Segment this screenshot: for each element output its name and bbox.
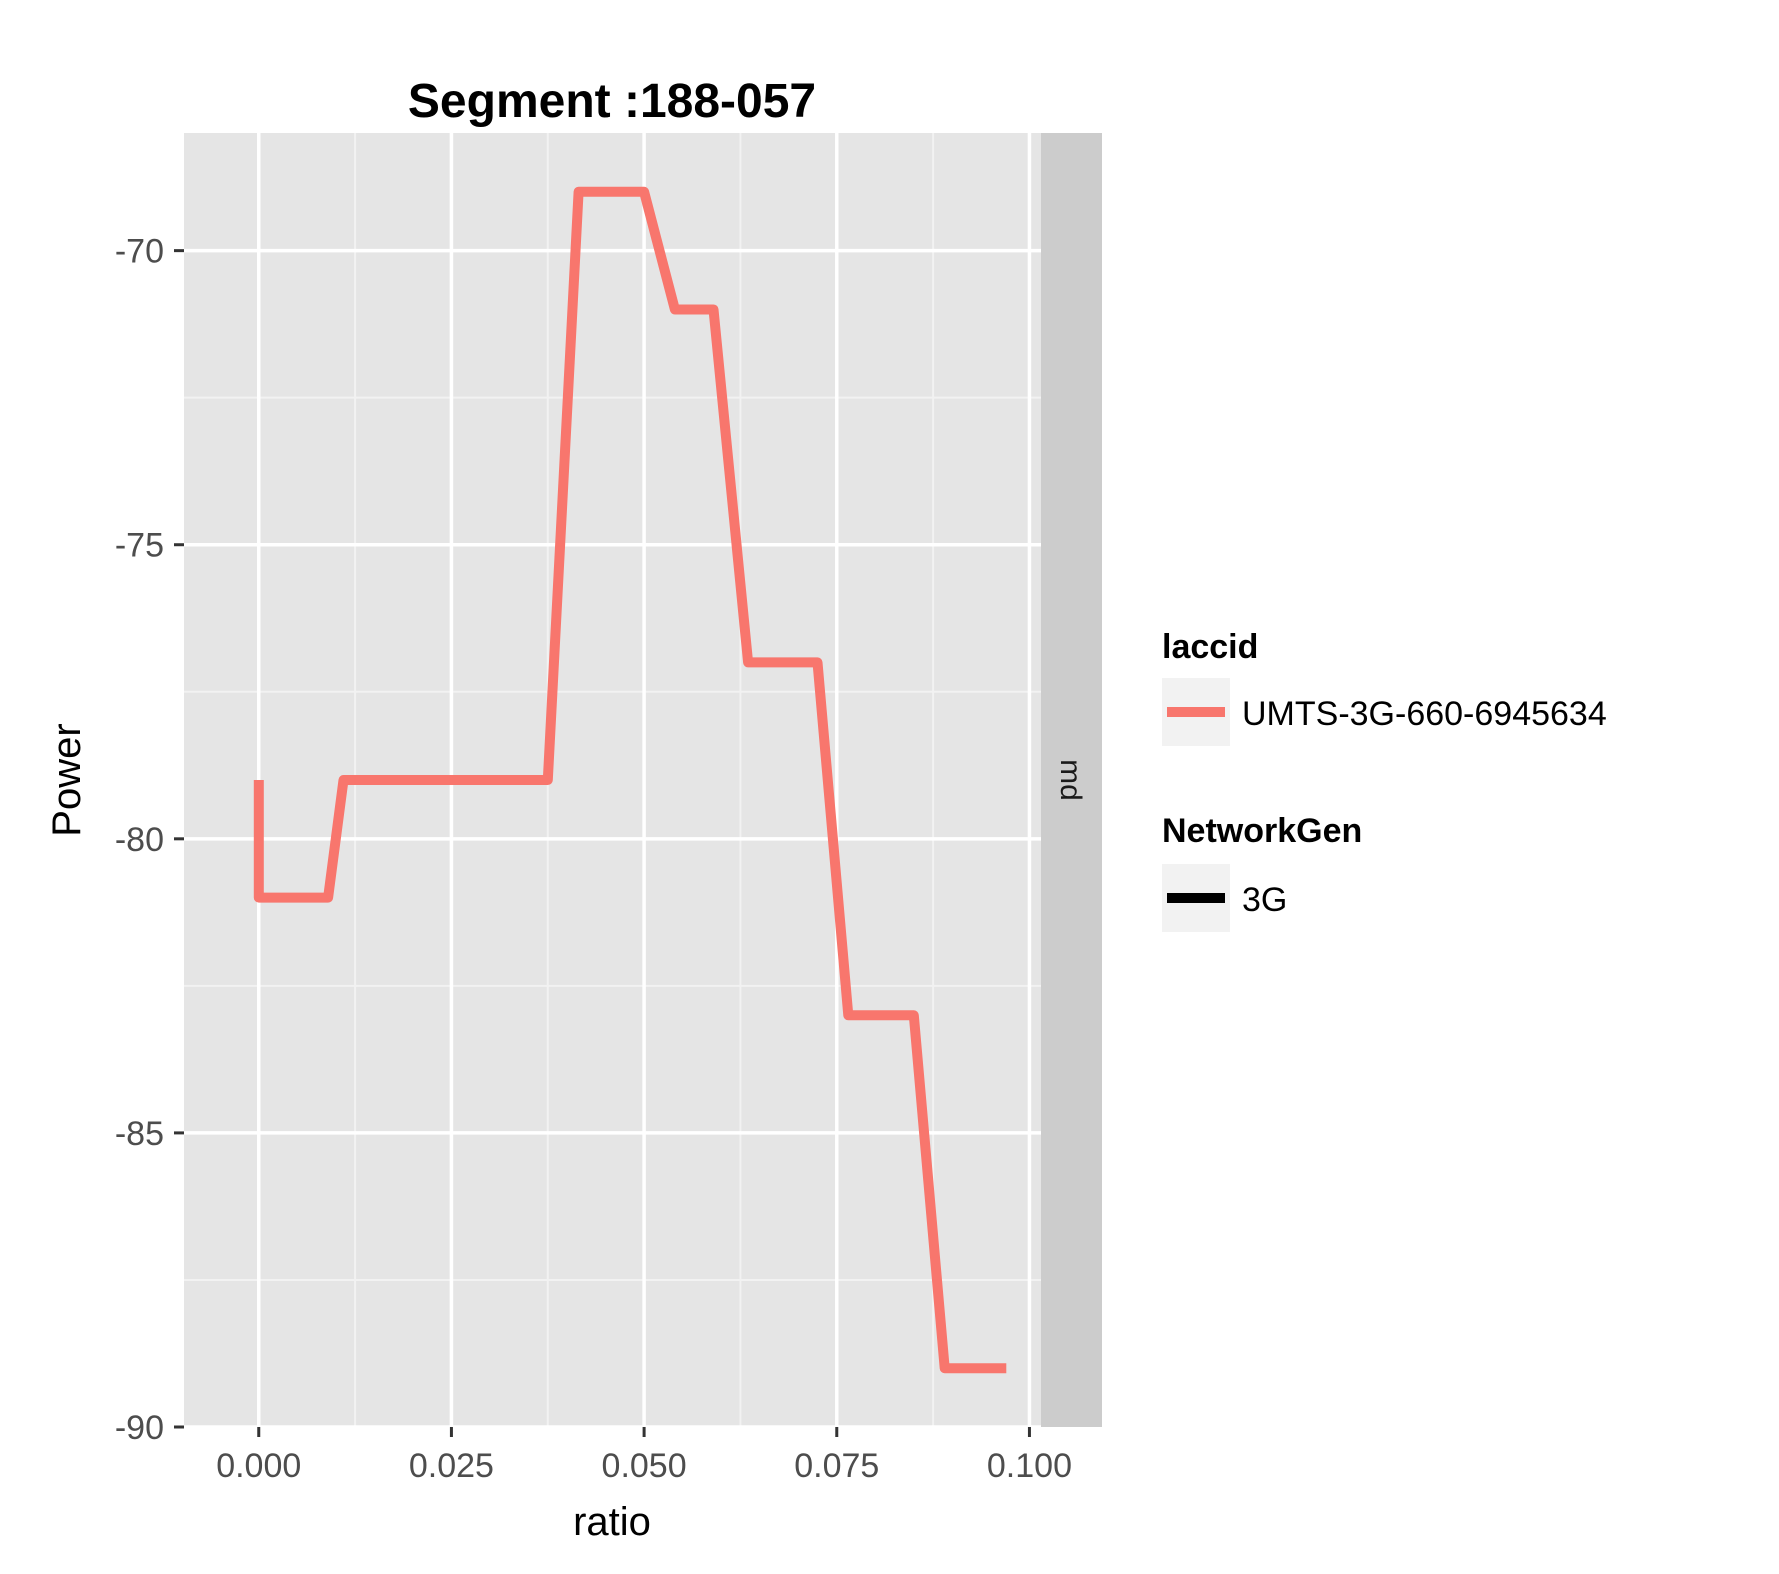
y-tick-label: -90 <box>115 1409 164 1447</box>
y-tick-label: -85 <box>115 1115 164 1153</box>
series-line-0 <box>253 186 1007 1374</box>
facet-strip-label: md <box>1054 759 1087 801</box>
y-axis: -70 -75 -80 -85 -90 <box>115 233 184 1447</box>
legend-label-umts: UMTS-3G-660-6945634 <box>1242 695 1607 733</box>
legend: laccid UMTS-3G-660-6945634 NetworkGen 3G <box>1162 628 1607 932</box>
chart-title: Segment :188-057 <box>408 75 816 128</box>
y-tick-label: -80 <box>115 821 164 859</box>
y-tick-label: -70 <box>115 233 164 271</box>
x-tick-label: 0.050 <box>602 1447 687 1485</box>
x-tick-label: 0.000 <box>216 1447 301 1485</box>
x-tick-label: 0.100 <box>987 1447 1072 1485</box>
x-axis-title: ratio <box>573 1500 651 1544</box>
legend-title-laccid: laccid <box>1162 628 1258 666</box>
series-layer <box>253 186 1007 1374</box>
x-tick-label: 0.075 <box>794 1447 879 1485</box>
plot-panel <box>184 133 1041 1427</box>
legend-title-networkgen: NetworkGen <box>1162 812 1362 850</box>
legend-label-3g: 3G <box>1242 881 1287 919</box>
x-axis: 0.000 0.025 0.050 0.075 0.100 <box>216 1427 1072 1485</box>
facet-strip <box>1041 133 1102 1427</box>
y-tick-label: -75 <box>115 527 164 565</box>
x-tick-label: 0.025 <box>409 1447 494 1485</box>
y-axis-title: Power <box>45 723 89 836</box>
